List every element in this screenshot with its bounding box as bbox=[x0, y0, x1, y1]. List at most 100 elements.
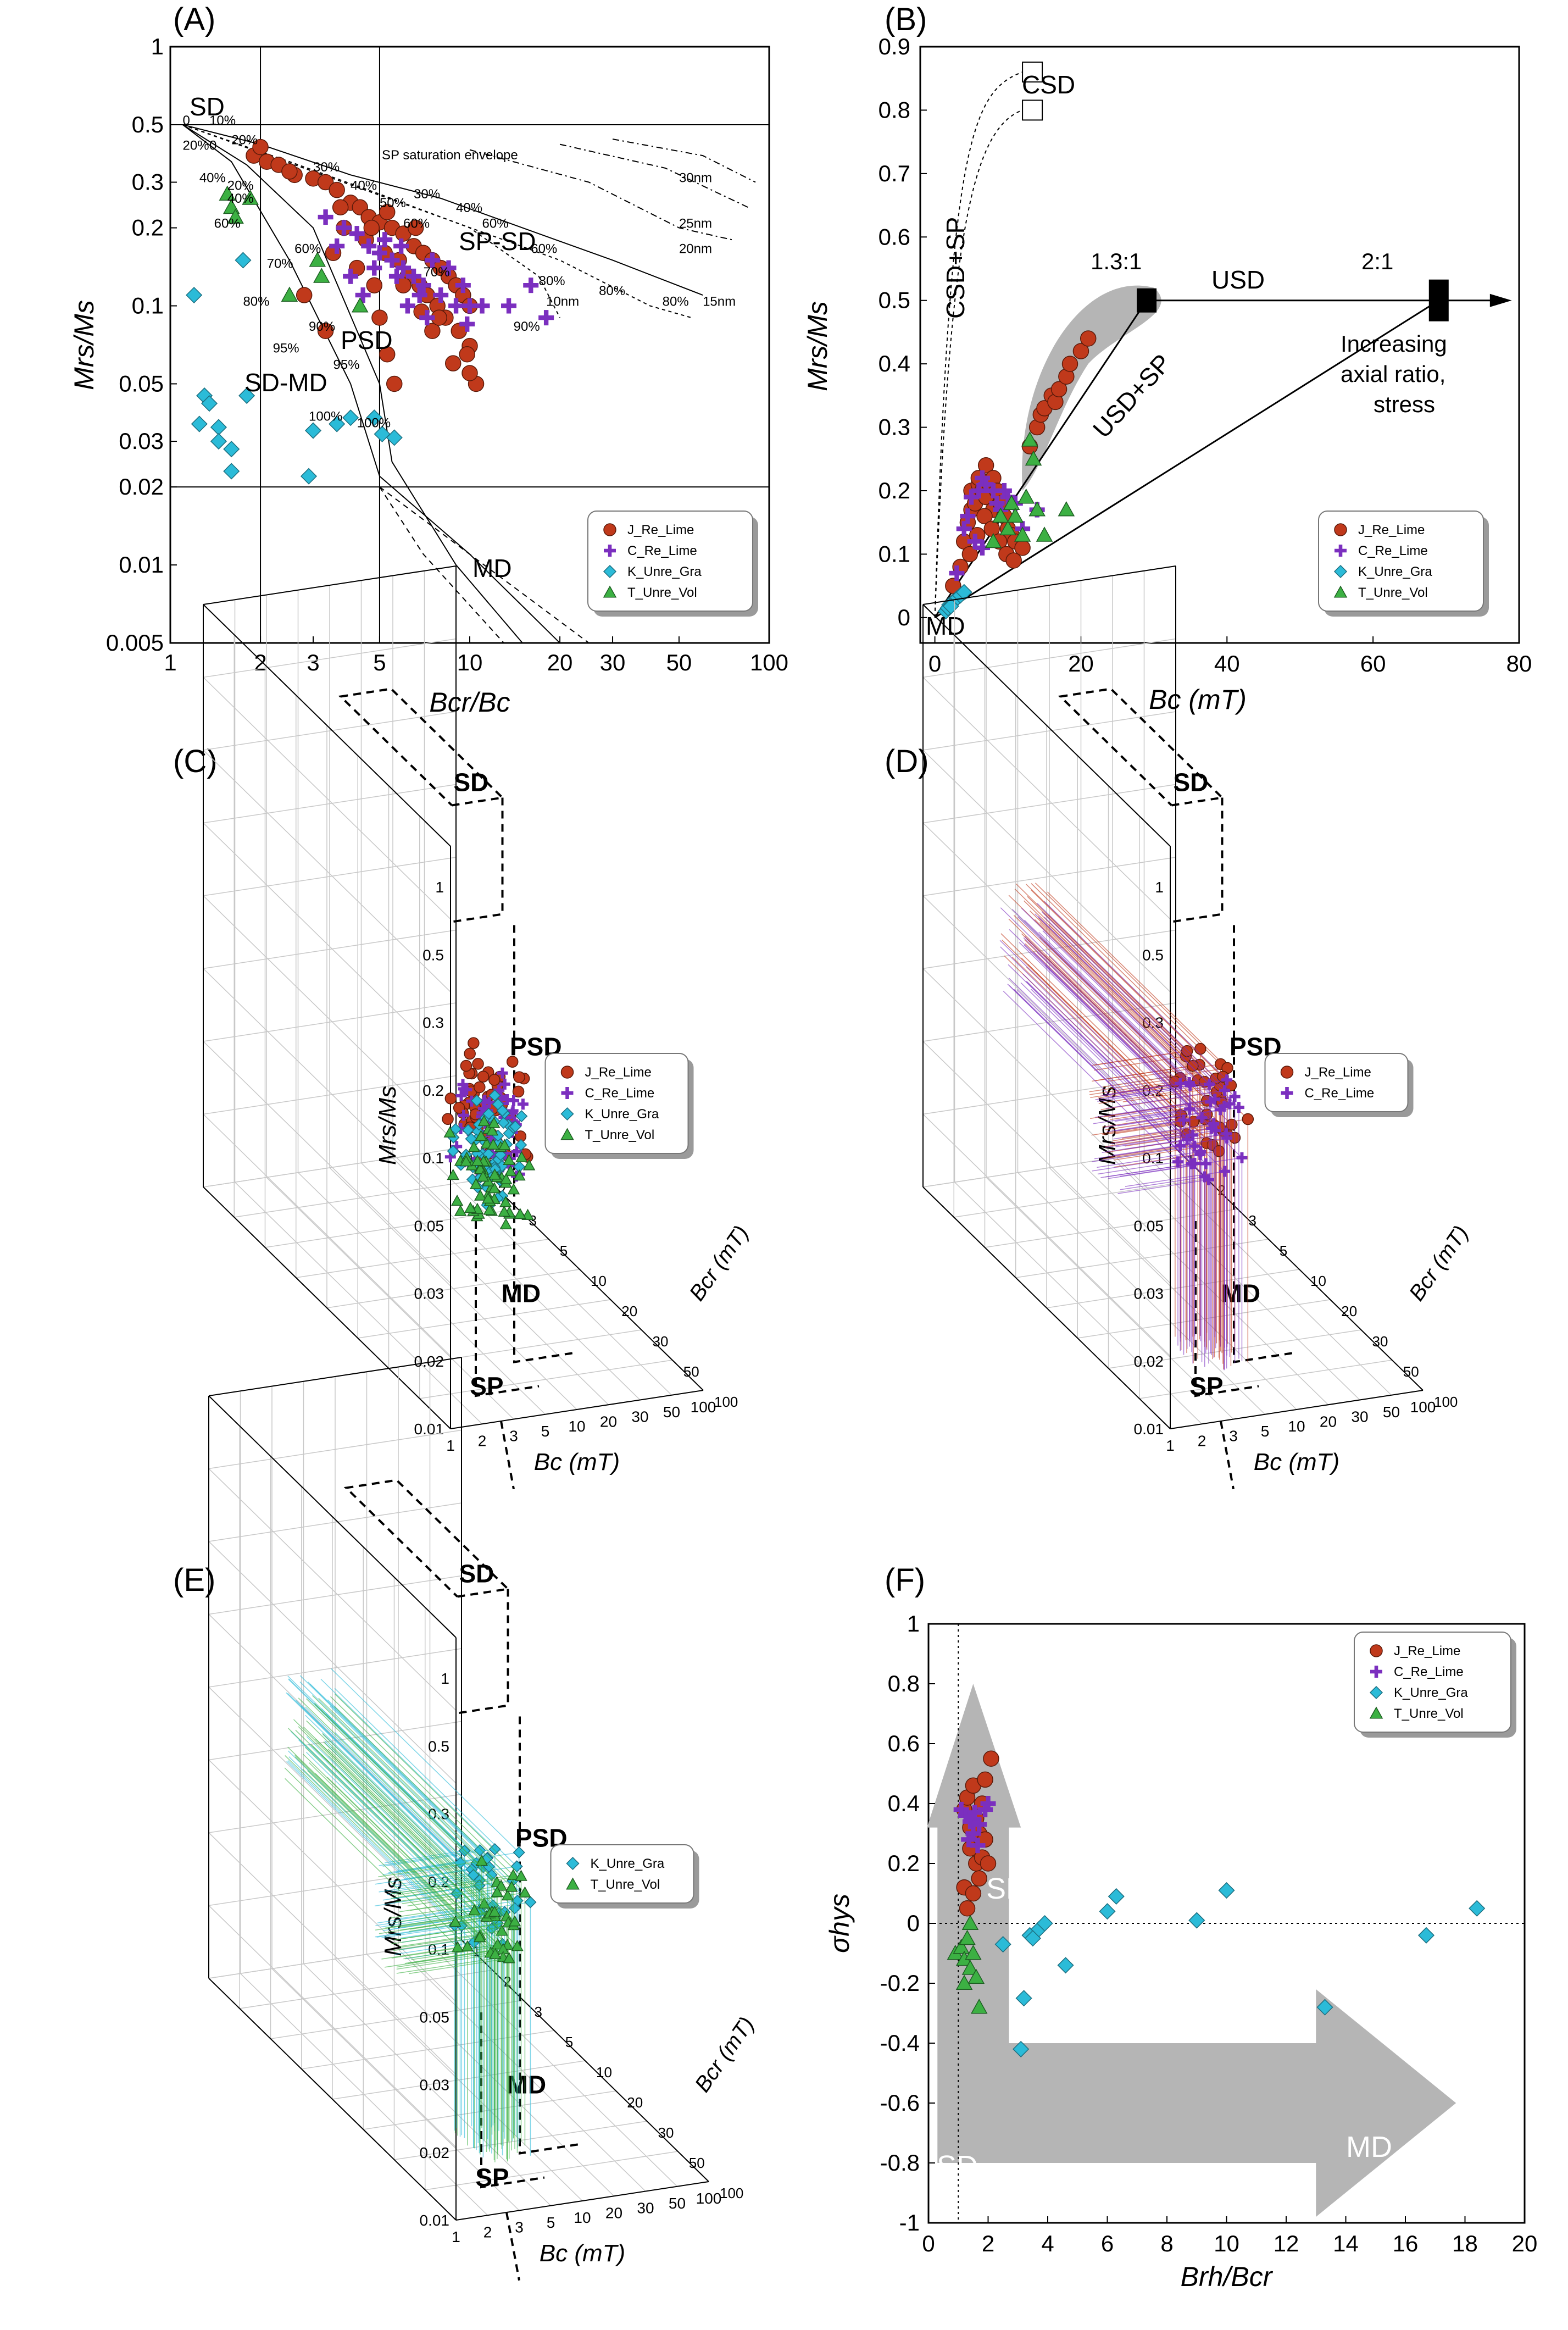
grid-line bbox=[1143, 1153, 1392, 1396]
projection-line bbox=[1044, 901, 1227, 1080]
plus-v bbox=[372, 260, 377, 276]
sp-sd-curve-25nm bbox=[559, 143, 748, 208]
projection-line bbox=[374, 1893, 457, 1907]
point-c-re-lime bbox=[970, 1838, 986, 1854]
point-t-unre-vol bbox=[515, 1151, 528, 1162]
point-k-unre-gra bbox=[1057, 1957, 1074, 1974]
plus-v bbox=[1225, 1132, 1229, 1144]
grid-line bbox=[208, 1905, 457, 2148]
point-c-re-lime bbox=[1196, 1112, 1208, 1124]
point-c-re-lime bbox=[448, 298, 464, 314]
projection-line bbox=[1026, 884, 1224, 1077]
x-tick-label: 50 bbox=[1383, 1403, 1400, 1421]
point-t-unre-vol bbox=[965, 1944, 982, 1960]
psd-box bbox=[519, 1716, 583, 2155]
projection-line bbox=[1048, 914, 1216, 1079]
point-k-unre-gra bbox=[524, 1896, 537, 1909]
projection-line bbox=[318, 1697, 512, 1888]
projection-line bbox=[1029, 910, 1205, 1083]
legend-entry-t-unre-vol: T_Unre_Vol bbox=[1394, 1706, 1464, 1721]
plus-v bbox=[1207, 1174, 1211, 1185]
point-j-re-lime bbox=[1280, 1066, 1294, 1079]
grid-line bbox=[301, 2030, 554, 2070]
projection-line bbox=[320, 1678, 496, 1850]
plus-v bbox=[501, 1067, 504, 1079]
plus-v bbox=[459, 1090, 463, 1101]
region-md: MD bbox=[502, 1279, 541, 1308]
y-tick-label: 0.6 bbox=[878, 224, 910, 249]
x-tick-label: 100 bbox=[691, 1399, 716, 1416]
x-tick-label: 20 bbox=[547, 650, 573, 675]
legend-box bbox=[550, 1844, 694, 1904]
point-j-re-lime bbox=[603, 523, 616, 536]
z-tick-label: 5 bbox=[1280, 1242, 1287, 1259]
projection-line bbox=[302, 1768, 491, 1954]
plus-v bbox=[448, 1151, 452, 1163]
point-t-unre-vol bbox=[476, 1170, 490, 1182]
point-t-unre-vol bbox=[961, 1915, 979, 1930]
point-c-re-lime bbox=[366, 260, 382, 276]
point-c-re-lime bbox=[419, 310, 435, 326]
plus-v bbox=[968, 1813, 973, 1829]
point-c-re-lime bbox=[349, 226, 365, 242]
axis-x bbox=[1170, 1390, 1424, 1429]
point-j-re-lime bbox=[1080, 330, 1097, 347]
percent-label: 70% bbox=[424, 265, 450, 280]
plus-v bbox=[1338, 545, 1343, 557]
box-edge bbox=[922, 604, 1171, 847]
plus-v bbox=[401, 260, 406, 276]
y-tick-label: 0.3 bbox=[132, 169, 164, 195]
x-tick-label: 100 bbox=[750, 650, 788, 675]
x-tick-label: 3 bbox=[509, 1428, 518, 1445]
z-tick-label: 5 bbox=[565, 2034, 573, 2050]
point-c-re-lime bbox=[961, 1832, 977, 1848]
panel-a-xlabel: Bcr/Bc bbox=[429, 687, 510, 718]
point-t-unre-vol bbox=[461, 1940, 474, 1952]
point-c-re-lime bbox=[989, 496, 1005, 512]
point-t-unre-vol bbox=[961, 1960, 979, 1975]
point-k-unre-gra bbox=[1218, 1882, 1235, 1899]
y-tick-label: 1 bbox=[1155, 879, 1164, 896]
point-k-unre-gra bbox=[386, 429, 403, 446]
projection-line bbox=[1011, 909, 1190, 1083]
plus-v bbox=[521, 1099, 525, 1110]
point-j-re-lime bbox=[332, 199, 349, 215]
projection-line bbox=[1048, 924, 1248, 1120]
csd-square-2 bbox=[1022, 99, 1043, 121]
y-tick-label: 0.03 bbox=[420, 2077, 450, 2094]
legend-entry-c-re-lime: C_Re_Lime bbox=[1305, 1086, 1375, 1101]
point-c-re-lime bbox=[1229, 1091, 1241, 1102]
point-c-re-lime bbox=[455, 278, 471, 293]
point-t-unre-vol bbox=[505, 1880, 518, 1892]
plus-v bbox=[438, 287, 443, 303]
projection-line bbox=[294, 1756, 480, 1938]
projection-line bbox=[389, 1903, 485, 1919]
plus-v bbox=[1240, 1152, 1244, 1163]
point-k-unre-gra bbox=[235, 252, 252, 269]
projection-line bbox=[1000, 933, 1194, 1122]
point-t-unre-vol bbox=[449, 1916, 461, 1927]
size-label: 20nm bbox=[679, 241, 712, 256]
projection-line bbox=[401, 1921, 515, 1939]
point-t-unre-vol bbox=[522, 1159, 536, 1170]
point-k-unre-gra bbox=[1417, 1927, 1435, 1944]
grid-line bbox=[208, 1866, 462, 1906]
projection-line bbox=[1021, 907, 1225, 1107]
point-c-re-lime bbox=[1233, 1102, 1244, 1113]
z-tick-label: 10 bbox=[1310, 1273, 1326, 1289]
projection-line bbox=[307, 1770, 496, 1955]
plus-v bbox=[425, 310, 430, 326]
projection-line bbox=[1009, 929, 1203, 1118]
projection-line bbox=[1002, 939, 1182, 1116]
y-tick-label: 0.2 bbox=[888, 1850, 920, 1876]
csd-square-1 bbox=[1022, 62, 1043, 83]
point-k-unre-gra bbox=[496, 1105, 509, 1117]
plus-v bbox=[1209, 1096, 1213, 1108]
z-tick-label: 3 bbox=[1249, 1212, 1256, 1229]
plus-v bbox=[394, 268, 399, 284]
y-tick-label: 0.9 bbox=[878, 34, 910, 59]
projection-line bbox=[391, 1946, 468, 1959]
projection-line bbox=[305, 1698, 508, 1896]
projection-line bbox=[315, 1739, 493, 1912]
point-c-re-lime bbox=[455, 1090, 467, 1101]
